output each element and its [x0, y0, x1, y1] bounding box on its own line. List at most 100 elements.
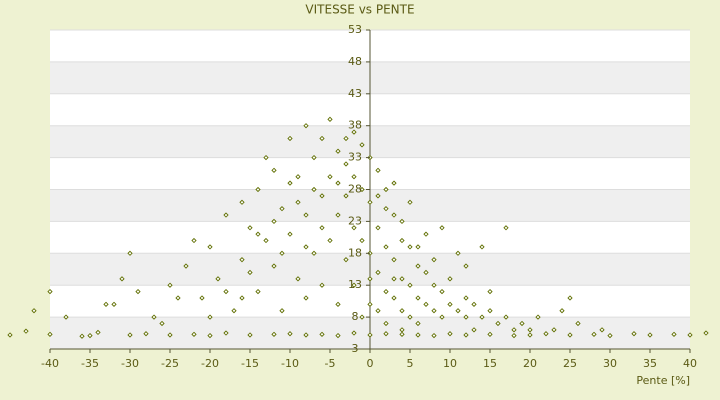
- point: [367, 276, 373, 282]
- point: [319, 135, 325, 142]
- point: [335, 332, 341, 339]
- point: [447, 331, 453, 337]
- x-tick-label: 15: [483, 357, 497, 370]
- point: [375, 193, 381, 199]
- point: [463, 295, 469, 301]
- point: [271, 167, 277, 173]
- point: [391, 257, 397, 263]
- point: [223, 288, 229, 295]
- point: [335, 148, 341, 154]
- point: [447, 301, 453, 307]
- x-axis-title: Pente [%]: [636, 374, 690, 387]
- point: [487, 288, 493, 295]
- point: [111, 301, 117, 307]
- point: [503, 225, 509, 231]
- point: [463, 263, 469, 269]
- point: [423, 301, 429, 307]
- point: [591, 331, 597, 337]
- point: [367, 301, 373, 307]
- point: [207, 314, 213, 320]
- point: [303, 212, 309, 218]
- point: [199, 295, 205, 301]
- point: [447, 276, 453, 282]
- point: [431, 308, 437, 314]
- y-tick-label: 13: [348, 278, 362, 291]
- point: [255, 231, 261, 237]
- point: [303, 123, 309, 129]
- x-tick-label: -30: [121, 357, 139, 370]
- point: [431, 282, 437, 288]
- point: [207, 332, 213, 339]
- point: [527, 332, 533, 338]
- chart-title: VITESSE vs PENTE: [305, 3, 414, 17]
- point: [359, 314, 365, 320]
- point: [23, 328, 29, 334]
- point: [383, 331, 389, 337]
- point: [47, 288, 53, 295]
- point: [143, 331, 149, 337]
- point: [319, 331, 325, 337]
- point: [175, 295, 181, 301]
- x-tick-label: -15: [241, 357, 259, 370]
- point: [383, 206, 389, 212]
- y-tick-label: 3: [352, 342, 359, 355]
- point: [319, 193, 325, 199]
- point: [599, 327, 605, 333]
- point: [295, 276, 301, 282]
- x-tick-label: 5: [407, 357, 414, 370]
- point: [359, 237, 365, 244]
- point: [295, 199, 301, 205]
- point: [607, 332, 613, 339]
- point: [671, 331, 677, 337]
- point: [247, 332, 253, 338]
- point: [383, 288, 389, 295]
- point: [351, 330, 357, 336]
- point: [511, 327, 517, 333]
- point: [495, 320, 501, 327]
- x-tick-label: 10: [443, 357, 457, 370]
- point: [423, 231, 429, 237]
- x-tick-label: 20: [523, 357, 537, 370]
- point: [335, 212, 341, 218]
- point: [151, 314, 157, 320]
- point: [567, 295, 573, 301]
- point: [479, 314, 485, 320]
- point: [391, 276, 397, 282]
- point: [287, 135, 293, 142]
- point: [487, 331, 493, 337]
- y-tick-label: 18: [348, 246, 362, 259]
- point: [399, 237, 405, 244]
- x-tick-label: -20: [201, 357, 219, 370]
- point: [375, 225, 381, 231]
- point: [255, 186, 261, 193]
- point: [391, 295, 397, 301]
- point: [327, 116, 333, 122]
- point: [463, 314, 469, 320]
- point: [527, 327, 533, 333]
- point: [351, 282, 357, 288]
- point: [335, 180, 341, 186]
- point: [407, 244, 413, 250]
- point: [415, 295, 421, 301]
- point: [183, 263, 189, 269]
- point: [335, 301, 341, 307]
- point: [247, 269, 253, 276]
- point: [415, 332, 421, 338]
- point: [351, 225, 357, 231]
- point: [567, 332, 573, 338]
- point: [327, 174, 333, 180]
- point: [399, 327, 405, 333]
- point: [439, 314, 445, 320]
- point: [239, 257, 245, 263]
- y-tick-label: 48: [348, 55, 362, 68]
- point: [559, 308, 565, 314]
- point: [343, 193, 349, 199]
- point: [383, 320, 389, 327]
- point: [415, 263, 421, 269]
- point: [439, 225, 445, 231]
- point: [319, 225, 325, 231]
- point: [431, 332, 437, 339]
- point: [215, 276, 221, 282]
- y-tick-label: 23: [348, 214, 362, 227]
- point: [95, 329, 101, 336]
